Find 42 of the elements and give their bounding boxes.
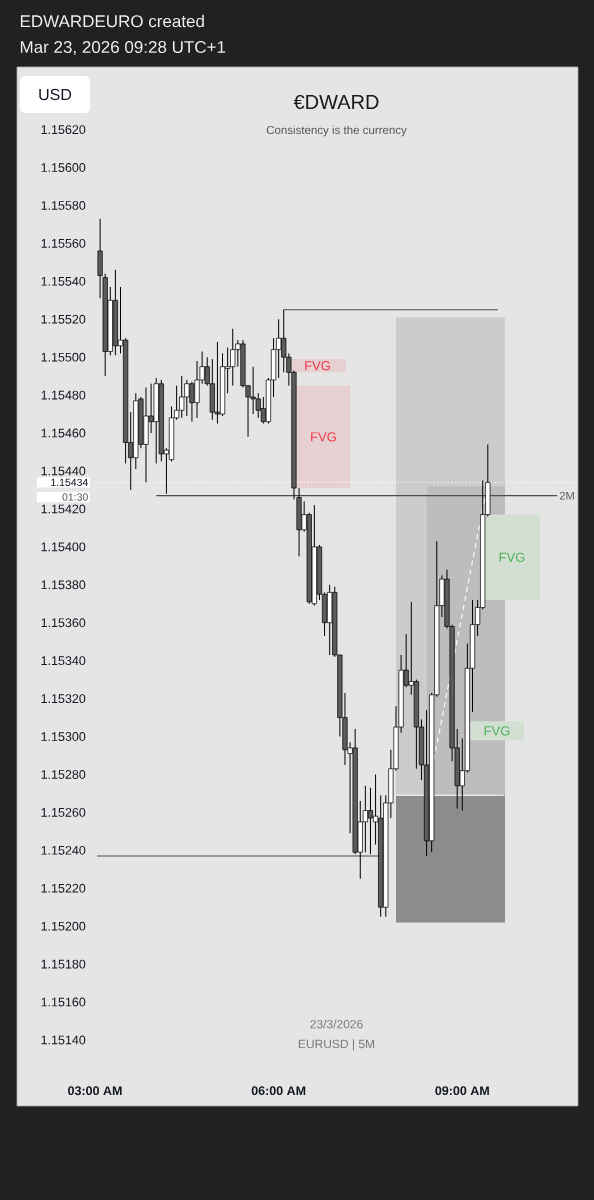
y-tick-label: 1.15240 <box>41 845 86 855</box>
text: Mar 23, 2026 09:28 UTC+1 <box>20 40 226 56</box>
y-axis-title: USD <box>39 88 72 101</box>
text: €DWARD <box>293 94 379 110</box>
y-tick-label: 1.15420 <box>41 504 86 514</box>
ref-line-label: 1.15434 <box>51 478 88 487</box>
legend-label: FVG <box>311 432 336 442</box>
y-tick-label: 1.15580 <box>41 201 86 210</box>
text: Consistency is the currency <box>266 125 407 137</box>
legend-label: FVG <box>305 361 330 371</box>
annotation: 23/3/2026 <box>310 1019 363 1029</box>
x-tick-label: 06:00 AM <box>251 1086 306 1096</box>
y-tick-label: 1.15500 <box>41 352 86 362</box>
annotation: EURUSD | 5M <box>298 1039 375 1051</box>
y-tick-label: 1.15400 <box>41 542 86 552</box>
y-tick-label: 1.15340 <box>41 656 86 666</box>
legend-label: FVG <box>484 726 510 736</box>
y-tick-label: 1.15300 <box>41 732 86 741</box>
series-label: 2M <box>559 491 574 500</box>
y-tick-label: 1.15600 <box>41 163 86 172</box>
x-tick-label: 03:00 AM <box>68 1086 122 1096</box>
y-tick-label: 1.15280 <box>41 770 86 779</box>
y-tick-label: 1.15160 <box>41 997 86 1007</box>
y-tick-label: 1.15140 <box>41 1035 86 1045</box>
y-tick-label: 1.15380 <box>41 580 86 590</box>
x-tick-label: 09:00 AM <box>435 1086 489 1096</box>
y-tick-label: 1.15320 <box>41 694 86 704</box>
y-tick-label: 1.15220 <box>41 883 86 893</box>
text: EDWARDEURO created <box>20 14 204 28</box>
y-tick-label: 1.15360 <box>41 618 86 628</box>
legend-label: FVG <box>499 552 525 562</box>
y-tick-label: 1.15200 <box>41 921 86 931</box>
y-tick-label: 1.15460 <box>41 428 86 438</box>
y-tick-label: 1.15480 <box>41 390 86 400</box>
text: 01:30 <box>62 493 88 501</box>
y-tick-label: 1.15560 <box>41 238 86 248</box>
y-tick-label: 1.15620 <box>41 125 86 135</box>
y-tick-label: 1.15440 <box>41 466 86 476</box>
y-tick-label: 1.15540 <box>41 276 86 286</box>
y-tick-label: 1.15520 <box>41 314 86 324</box>
y-tick-label: 1.15180 <box>41 959 86 969</box>
y-tick-label: 1.15260 <box>41 807 86 817</box>
